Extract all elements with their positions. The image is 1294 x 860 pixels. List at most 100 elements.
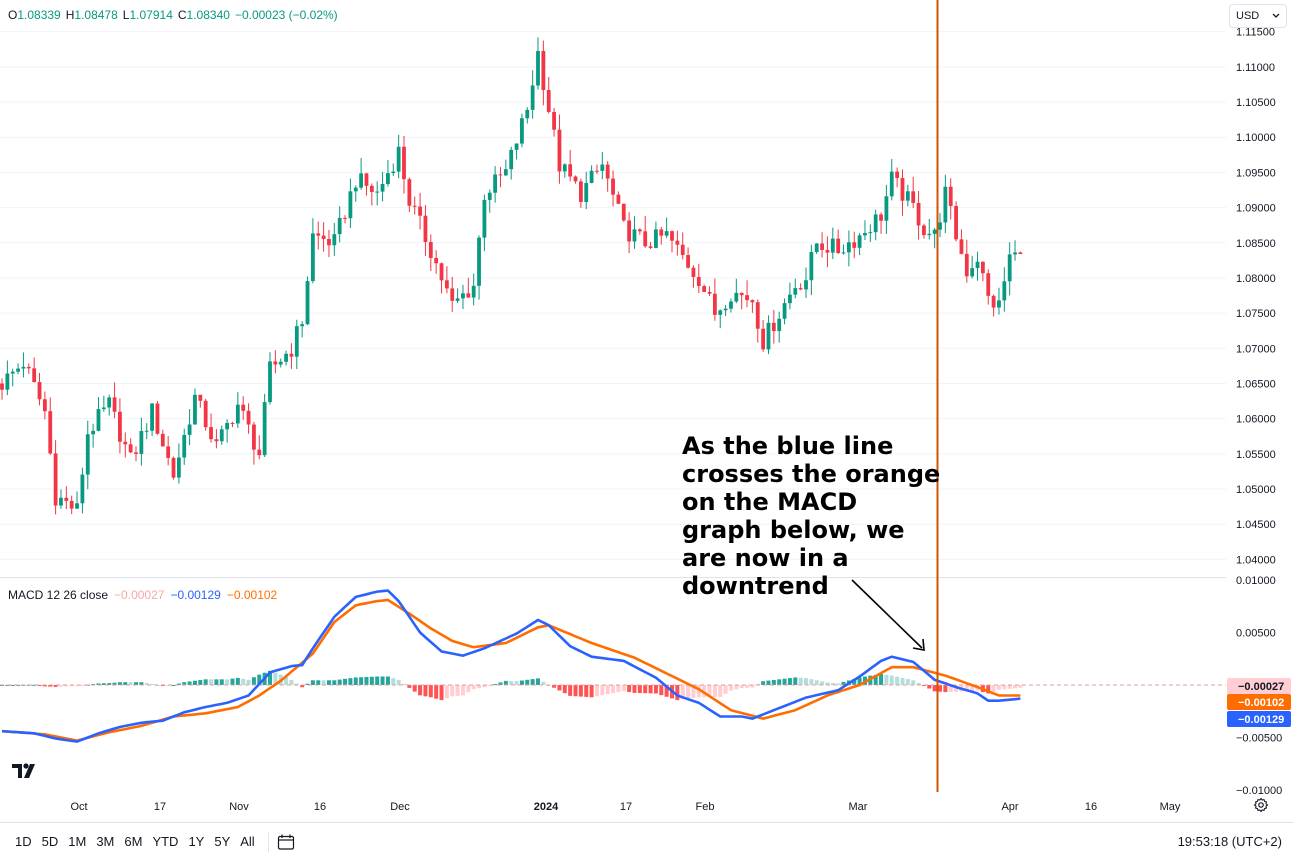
candle-body — [123, 441, 128, 445]
macd-histogram-bar — [782, 678, 787, 685]
macd-histogram-bar — [203, 679, 208, 685]
macd-histogram-bar — [64, 685, 69, 687]
candle-body — [182, 434, 187, 458]
macd-histogram-bar — [809, 679, 814, 685]
candle-body — [337, 217, 342, 235]
candle-body — [964, 253, 969, 277]
macd-histogram-bar — [321, 680, 326, 685]
macd-histogram-bar — [10, 684, 15, 686]
macd-histogram-bar — [927, 685, 932, 689]
candle-body — [193, 394, 197, 425]
timeframe-3m[interactable]: 3M — [96, 834, 115, 849]
candle-body — [391, 171, 396, 174]
candle-body — [214, 439, 219, 442]
macd-histogram-bar — [1013, 685, 1018, 689]
price-axis: 1.11500 1.11000 1.10500 1.10000 1.09500 1.090… — [1236, 27, 1276, 567]
candle-body — [69, 500, 74, 509]
candle-body — [836, 238, 841, 254]
candle-body — [273, 361, 278, 365]
candle-body — [32, 368, 37, 383]
candle-body — [616, 194, 621, 204]
timeframe-ytd[interactable]: YTD — [152, 834, 179, 849]
price-axis-label: 1.09000 — [1236, 203, 1276, 215]
candle-body — [675, 240, 680, 245]
timeframe-5y[interactable]: 5Y — [214, 834, 231, 849]
time-axis-label: May — [1160, 801, 1181, 813]
candle-body — [541, 51, 546, 91]
macd-histogram-bar — [836, 683, 841, 685]
candle-body — [423, 215, 428, 243]
macd-histogram-bar — [396, 679, 401, 685]
macd-histogram-bar — [96, 683, 101, 685]
macd-histogram-bar — [80, 685, 85, 686]
macd-histogram-bar — [852, 678, 857, 685]
chart-canvas[interactable]: 1.11500 1.11000 1.10500 1.10000 1.09500 1.090… — [0, 0, 1294, 822]
candle-body — [948, 186, 953, 207]
price-axis-label: 1.05000 — [1236, 484, 1276, 496]
candle-body — [600, 164, 605, 171]
macd-histogram-bar — [375, 676, 380, 685]
macd-hist-value: −0.00027 — [114, 588, 165, 602]
macd-histogram-bar — [696, 685, 701, 698]
macd-histogram-bar — [477, 685, 482, 689]
macd-histogram-bar — [230, 678, 235, 685]
annotation-text: As the blue line crosses the orange on t… — [682, 432, 941, 600]
macd-histogram-bar — [948, 685, 953, 693]
candle-body — [225, 422, 230, 430]
candle-body — [144, 430, 149, 432]
macd-histogram-bar — [219, 679, 224, 685]
candle-body — [257, 449, 262, 456]
macd-histogram-bar — [42, 685, 47, 687]
currency-select[interactable]: USD — [1229, 4, 1287, 28]
candle-body — [466, 293, 471, 298]
macd-histogram-bar — [493, 684, 498, 686]
macd-histogram-bar — [562, 685, 567, 694]
macd-axis-label: 0.01000 — [1236, 575, 1276, 587]
timeframe-1m[interactable]: 1M — [68, 834, 87, 849]
macd-histogram-bar — [273, 672, 278, 685]
timeframe-1d[interactable]: 1D — [15, 834, 32, 849]
macd-histogram-bar — [921, 685, 926, 686]
macd-histogram-bar — [209, 679, 214, 685]
price-gridlines — [0, 31, 1226, 560]
candle-body — [530, 85, 535, 110]
candle-body — [766, 322, 771, 350]
candle-body — [654, 229, 658, 248]
timeframe-6m[interactable]: 6M — [124, 834, 143, 849]
macd-histogram-bar — [32, 684, 37, 686]
change-value: −0.00023 (−0.02%) — [234, 8, 338, 22]
macd-histogram-bar — [53, 685, 58, 687]
candle-body — [520, 118, 524, 144]
macd-histogram-bar — [621, 685, 626, 692]
candle-body — [300, 324, 305, 327]
macd-histogram-bar — [332, 680, 337, 685]
macd-histogram-bar — [284, 677, 289, 685]
macd-histogram-bar — [873, 674, 878, 685]
timeframe-all[interactable]: All — [240, 834, 255, 849]
calendar-icon[interactable] — [277, 834, 295, 850]
candle-body — [16, 368, 20, 372]
settings-icon[interactable] — [1253, 797, 1269, 813]
candle-body — [428, 242, 433, 258]
candle-body — [852, 242, 857, 248]
candle-body — [895, 171, 900, 178]
timeframe-1y[interactable]: 1Y — [188, 834, 205, 849]
candle-body — [461, 293, 465, 299]
macd-histogram-bar — [970, 685, 975, 691]
candle-body — [777, 318, 782, 332]
candle-body — [793, 288, 798, 295]
macd-histogram-bar — [466, 685, 471, 693]
macd-indicator-name: MACD 12 26 close — [8, 588, 109, 602]
candle-body — [1002, 281, 1007, 301]
macd-histogram-bar — [300, 685, 305, 688]
candle-body — [691, 267, 696, 277]
timeframe-5d[interactable]: 5D — [41, 834, 59, 849]
macd-histogram-bar — [712, 685, 717, 698]
macd-histogram-bar — [600, 685, 605, 696]
macd-hist-badge — [1227, 678, 1291, 694]
macd-histogram-bar — [69, 685, 74, 687]
candle-body — [268, 361, 272, 403]
candle-body — [171, 457, 176, 478]
candle-body — [498, 174, 503, 176]
macd-histogram-bar — [605, 685, 610, 695]
